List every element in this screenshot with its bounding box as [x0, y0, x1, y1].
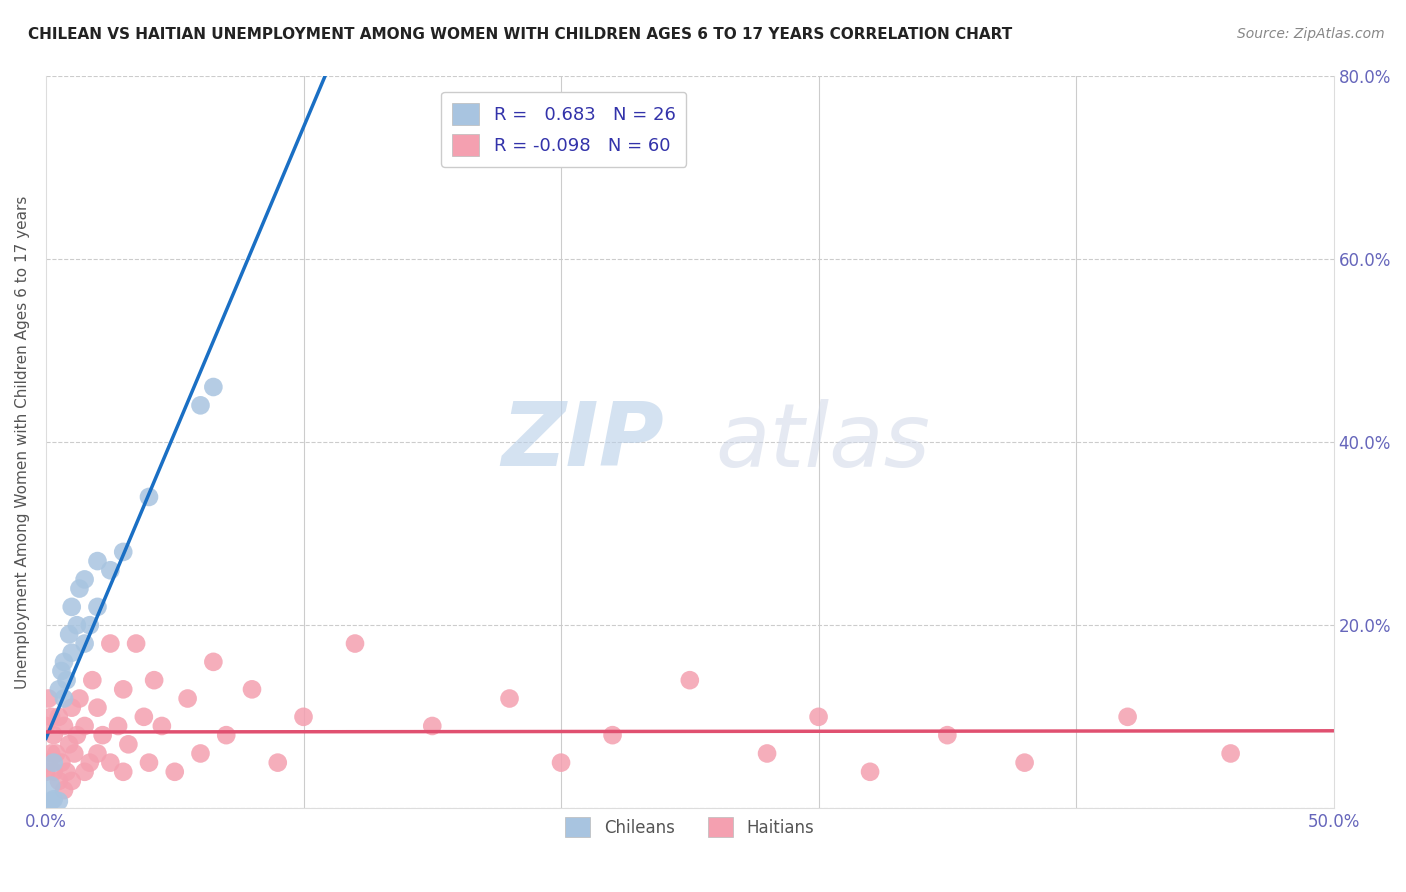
Point — [112, 764, 135, 779]
Point — [150, 719, 173, 733]
Point — [73, 636, 96, 650]
Point — [42, 756, 65, 770]
Point — [73, 719, 96, 733]
Point — [35, 719, 58, 733]
Point — [38, 691, 60, 706]
Point — [86, 700, 108, 714]
Point — [1014, 756, 1036, 770]
Point — [39, 710, 62, 724]
Point — [48, 794, 70, 808]
Point — [132, 710, 155, 724]
Point — [39, 747, 62, 761]
Point — [98, 563, 121, 577]
Point — [39, 794, 62, 808]
Point — [143, 673, 166, 688]
Point — [240, 682, 263, 697]
Point — [1116, 710, 1139, 724]
Point — [176, 691, 198, 706]
Point — [69, 582, 91, 596]
Point — [73, 764, 96, 779]
Point — [679, 673, 702, 688]
Point — [163, 764, 186, 779]
Point — [53, 783, 76, 797]
Point — [42, 792, 65, 806]
Point — [66, 618, 89, 632]
Point — [86, 747, 108, 761]
Point — [202, 380, 225, 394]
Point — [42, 764, 65, 779]
Text: atlas: atlas — [716, 399, 931, 485]
Point — [66, 728, 89, 742]
Legend: Chileans, Haitians: Chileans, Haitians — [558, 811, 821, 844]
Point — [58, 737, 80, 751]
Point — [936, 728, 959, 742]
Point — [45, 747, 67, 761]
Point — [82, 673, 104, 688]
Point — [343, 636, 366, 650]
Point — [756, 747, 779, 761]
Point — [58, 627, 80, 641]
Point — [98, 636, 121, 650]
Text: CHILEAN VS HAITIAN UNEMPLOYMENT AMONG WOMEN WITH CHILDREN AGES 6 TO 17 YEARS COR: CHILEAN VS HAITIAN UNEMPLOYMENT AMONG WO… — [28, 27, 1012, 42]
Point — [292, 710, 315, 724]
Point — [859, 764, 882, 779]
Point — [38, 797, 60, 811]
Point — [69, 691, 91, 706]
Point — [79, 756, 101, 770]
Point — [60, 599, 83, 614]
Y-axis label: Unemployment Among Women with Children Ages 6 to 17 years: Unemployment Among Women with Children A… — [15, 195, 30, 689]
Point — [48, 682, 70, 697]
Point — [48, 710, 70, 724]
Point — [117, 737, 139, 751]
Point — [63, 747, 86, 761]
Point — [35, 764, 58, 779]
Point — [215, 728, 238, 742]
Point — [60, 774, 83, 789]
Point — [73, 573, 96, 587]
Point — [602, 728, 624, 742]
Point — [98, 756, 121, 770]
Point — [138, 490, 160, 504]
Point — [79, 618, 101, 632]
Point — [190, 747, 212, 761]
Point — [420, 719, 443, 733]
Point — [51, 756, 73, 770]
Point — [42, 728, 65, 742]
Point — [107, 719, 129, 733]
Point — [190, 398, 212, 412]
Point — [53, 691, 76, 706]
Point — [807, 710, 830, 724]
Text: ZIP: ZIP — [502, 399, 664, 485]
Point — [267, 756, 290, 770]
Point — [86, 554, 108, 568]
Point — [138, 756, 160, 770]
Point — [1219, 747, 1241, 761]
Point — [112, 545, 135, 559]
Point — [550, 756, 572, 770]
Point — [48, 774, 70, 789]
Point — [60, 700, 83, 714]
Point — [51, 664, 73, 678]
Point — [202, 655, 225, 669]
Point — [53, 719, 76, 733]
Text: Source: ZipAtlas.com: Source: ZipAtlas.com — [1237, 27, 1385, 41]
Point — [55, 764, 77, 779]
Point — [39, 779, 62, 793]
Point — [55, 673, 77, 688]
Point — [498, 691, 520, 706]
Point — [91, 728, 114, 742]
Point — [112, 682, 135, 697]
Point — [86, 599, 108, 614]
Point — [125, 636, 148, 650]
Point — [53, 655, 76, 669]
Point — [60, 646, 83, 660]
Point — [38, 756, 60, 770]
